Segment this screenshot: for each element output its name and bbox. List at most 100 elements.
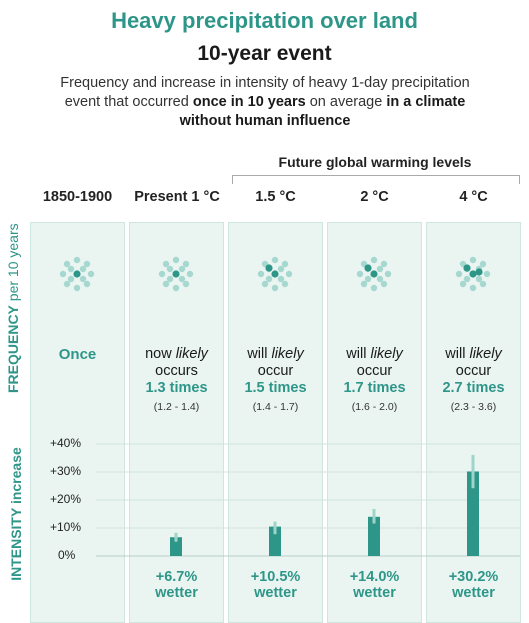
frequency-dot-highlight <box>475 268 483 276</box>
frequency-dot <box>370 284 378 292</box>
frequency-dot <box>277 265 285 273</box>
frequency-times: 1.7 times <box>343 380 406 396</box>
column-head-present: Present 1 °C <box>134 189 220 205</box>
wetter-value: +30.2% <box>448 569 499 585</box>
wetter-label-4: +30.2% wetter <box>426 569 521 601</box>
frequency-dot <box>370 256 378 264</box>
frequency-dot <box>63 260 71 268</box>
frequency-text-4: will likely occur 2.7 times (2.3 - 3.6) <box>426 346 521 416</box>
frequency-dot <box>172 256 180 264</box>
frequency-text-present: now likely occurs 1.3 times (1.2 - 1.4) <box>129 346 224 416</box>
frequency-dot <box>380 280 388 288</box>
frequency-likely: likely <box>469 346 502 362</box>
frequency-dot <box>265 275 273 283</box>
frequency-dot-highlight <box>364 264 372 272</box>
frequency-times: 1.3 times <box>145 380 208 396</box>
frequency-dot <box>364 275 372 283</box>
frequency-dot <box>281 280 289 288</box>
frequency-dot <box>83 260 91 268</box>
frequency-dot <box>271 284 279 292</box>
future-bracket <box>232 175 520 184</box>
y-tick-label: +10% <box>50 520 82 534</box>
frequency-likely: likely <box>370 346 403 362</box>
frequency-dots-icon <box>356 256 392 292</box>
column-head-2: 2 °C <box>360 189 389 205</box>
frequency-dot <box>73 256 81 264</box>
wetter-value: +10.5% <box>250 569 301 585</box>
chart-description: Frequency and increase in intensity of h… <box>55 74 475 131</box>
intensity-bar <box>368 516 380 556</box>
frequency-dot <box>59 270 67 278</box>
frequency-dot <box>178 275 186 283</box>
column-head-1850: 1850-1900 <box>42 189 113 205</box>
frequency-dot <box>63 280 71 288</box>
frequency-dot-highlight <box>469 270 477 278</box>
future-warming-label: Future global warming levels <box>278 154 472 170</box>
frequency-dot <box>182 280 190 288</box>
frequency-dot <box>73 284 81 292</box>
intensity-bar <box>467 471 479 556</box>
frequency-dot <box>376 275 384 283</box>
wetter-value: +14.0% <box>349 569 400 585</box>
frequency-range: (2.3 - 3.6) <box>450 401 497 413</box>
frequency-range: (1.2 - 1.4) <box>153 401 200 413</box>
wetter-word: wetter <box>254 585 297 601</box>
frequency-dot <box>261 280 269 288</box>
frequency-dot <box>380 260 388 268</box>
frequency-dot <box>83 280 91 288</box>
frequency-dot-highlight <box>370 270 378 278</box>
frequency-dot <box>455 270 463 278</box>
frequency-dot <box>257 270 265 278</box>
y-tick-label: +40% <box>50 436 82 450</box>
desc-part-3: on average <box>309 94 383 110</box>
column-head-1-5: 1.5 °C <box>255 189 296 205</box>
frequency-dot <box>281 260 289 268</box>
frequency-dot <box>479 280 487 288</box>
wetter-label-2: +14.0% wetter <box>327 569 422 601</box>
intensity-bar <box>170 537 182 556</box>
wetter-word: wetter <box>155 585 198 601</box>
frequency-text-2: will likely occur 1.7 times (1.6 - 2.0) <box>327 346 422 416</box>
frequency-dot <box>479 260 487 268</box>
frequency-text-1-5: will likely occur 1.5 times (1.4 - 1.7) <box>228 346 323 416</box>
frequency-dot-highlight <box>172 270 180 278</box>
frequency-dot <box>166 275 174 283</box>
wetter-word: wetter <box>452 585 495 601</box>
frequency-likely: likely <box>271 346 304 362</box>
frequency-dot <box>360 280 368 288</box>
frequency-dot <box>158 270 166 278</box>
frequency-dot <box>475 275 483 283</box>
frequency-text-1850: Once <box>30 346 125 364</box>
frequency-likely: likely <box>175 346 208 362</box>
frequency-dot <box>87 270 95 278</box>
wetter-label-present: +6.7% wetter <box>129 569 224 601</box>
frequency-dot <box>182 260 190 268</box>
frequency-dots-icon <box>257 256 293 292</box>
frequency-dot-highlight <box>271 270 279 278</box>
frequency-dot <box>459 280 467 288</box>
frequency-range: (1.4 - 1.7) <box>252 401 299 413</box>
frequency-verb: will <box>445 346 466 362</box>
frequency-verb2: occur <box>356 363 393 379</box>
y-tick-label: +20% <box>50 492 82 506</box>
frequency-dot <box>172 284 180 292</box>
intensity-bar <box>269 526 281 556</box>
frequency-verb2: occurs <box>155 363 198 379</box>
frequency-dot <box>186 270 194 278</box>
frequency-dot <box>271 256 279 264</box>
frequency-dot <box>79 265 87 273</box>
frequency-dot-highlight <box>73 270 81 278</box>
chart-title: Heavy precipitation over land <box>111 8 418 33</box>
frequency-verb: now <box>145 346 172 362</box>
wetter-value: +6.7% <box>155 569 198 585</box>
frequency-once: Once <box>58 346 97 363</box>
frequency-verb: will <box>247 346 268 362</box>
column-head-4: 4 °C <box>459 189 488 205</box>
frequency-dot <box>178 265 186 273</box>
desc-part-4: in a climate without human influence <box>179 94 466 129</box>
frequency-verb2: occur <box>455 363 492 379</box>
frequency-dot <box>376 265 384 273</box>
frequency-dot <box>469 284 477 292</box>
frequency-dots-icon <box>455 256 491 292</box>
frequency-times: 1.5 times <box>244 380 307 396</box>
